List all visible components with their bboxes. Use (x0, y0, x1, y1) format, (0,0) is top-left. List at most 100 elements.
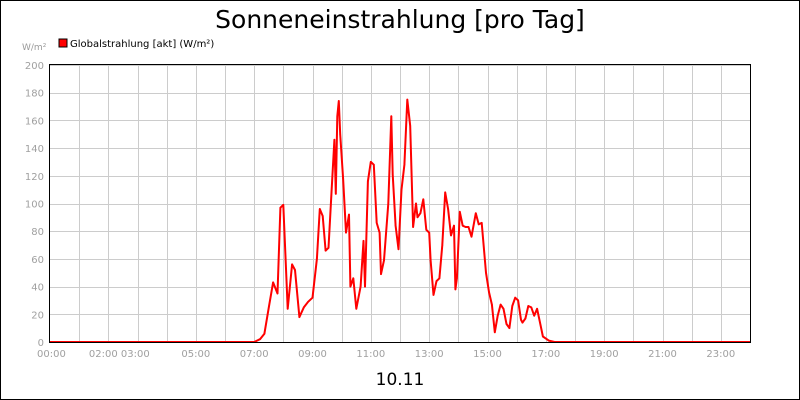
y-tick-label: 200 (25, 61, 44, 72)
data-point (397, 248, 400, 250)
data-point (268, 306, 270, 309)
data-point (521, 321, 524, 324)
x-tick-label: 15:00 (473, 349, 502, 360)
data-point (336, 115, 339, 117)
data-point (450, 234, 452, 237)
legend-label: Globalstrahlung [akt] (W/m²) (70, 39, 214, 50)
data-point (447, 208, 449, 210)
x-tick-label: 00:00 (37, 349, 66, 360)
data-point (327, 247, 330, 249)
data-point (454, 288, 457, 291)
y-tick-label: 60 (31, 255, 44, 266)
data-point (335, 193, 337, 195)
data-point (477, 223, 480, 226)
data-point (375, 222, 378, 224)
data-point (359, 285, 362, 288)
data-point (459, 211, 461, 213)
data-point (348, 213, 350, 216)
data-point (311, 296, 314, 299)
data-point (470, 235, 473, 238)
date-label: 10.11 (376, 370, 425, 390)
data-point (409, 125, 412, 127)
data-point (324, 249, 327, 252)
data-point (524, 317, 527, 320)
data-point (400, 188, 403, 191)
x-tick-label: 19:00 (590, 349, 619, 360)
data-point (438, 277, 441, 280)
x-tick-label: 17:00 (531, 349, 560, 360)
data-point (485, 272, 487, 274)
y-tick-label: 20 (31, 310, 44, 321)
data-point (298, 316, 301, 318)
data-point (514, 296, 516, 299)
data-point (432, 294, 435, 296)
x-tick-label: 02:00 03:00 (89, 349, 150, 360)
data-point (419, 212, 422, 214)
data-point (511, 305, 514, 307)
data-point (530, 306, 533, 309)
data-point (444, 191, 447, 194)
data-point (383, 259, 385, 262)
data-point (279, 206, 282, 209)
data-point (496, 314, 499, 317)
y-axis-ticks: 0 20 40 60 80 100 120 140 160 180 200 (25, 61, 44, 349)
x-tick-label: 09:00 (298, 349, 327, 360)
data-point (429, 259, 432, 262)
data-point (548, 339, 550, 342)
data-point (319, 208, 321, 210)
data-point (520, 319, 522, 321)
data-point (276, 292, 279, 295)
data-point (291, 263, 293, 266)
data-point (428, 231, 431, 234)
data-point (282, 204, 285, 206)
series-layer (49, 98, 751, 343)
data-point (435, 280, 438, 282)
data-point (422, 198, 425, 201)
data-point (342, 177, 344, 180)
data-point (259, 338, 261, 341)
data-point (330, 191, 333, 194)
data-point (505, 323, 508, 325)
x-tick-label: 21:00 (648, 349, 677, 360)
chart-title: Sonneneinstrahlung [pro Tag] (215, 5, 585, 34)
y-tick-label: 80 (31, 227, 44, 238)
data-point (416, 216, 419, 219)
data-point (378, 231, 381, 234)
data-point (536, 308, 538, 310)
data-point (349, 285, 352, 288)
data-point (415, 202, 417, 205)
data-point (412, 226, 414, 228)
data-point (508, 327, 511, 329)
data-point (263, 332, 266, 335)
x-tick-label: 23:00 (706, 349, 735, 360)
data-point (491, 303, 493, 306)
plot-area-border (49, 64, 751, 343)
x-tick-label: 13:00 (415, 349, 444, 360)
data-point (333, 139, 336, 141)
data-point (425, 229, 428, 231)
y-tick-label: 100 (25, 200, 44, 211)
data-point (373, 163, 375, 166)
data-point (272, 281, 274, 284)
data-point (527, 305, 530, 307)
y-tick-label: 40 (31, 283, 44, 294)
data-point (456, 277, 458, 280)
data-point (352, 277, 355, 280)
data-point (362, 240, 365, 242)
data-point (394, 224, 397, 227)
data-point (406, 98, 409, 101)
data-point (542, 335, 544, 338)
y-tick-label: 160 (25, 116, 44, 127)
x-axis-ticks: 00:00 02:00 03:00 05:00 07:00 09:00 11:00 13:0… (37, 349, 735, 360)
legend-swatch (58, 38, 68, 48)
data-point (303, 306, 305, 309)
data-point (533, 314, 535, 317)
data-point (286, 308, 289, 310)
data-point (467, 226, 470, 228)
x-tick-label: 05:00 (181, 349, 210, 360)
data-point (370, 161, 372, 163)
series-line (50, 98, 750, 343)
data-point (367, 180, 369, 183)
data-point (391, 173, 394, 176)
x-tick-label: 11:00 (356, 349, 385, 360)
